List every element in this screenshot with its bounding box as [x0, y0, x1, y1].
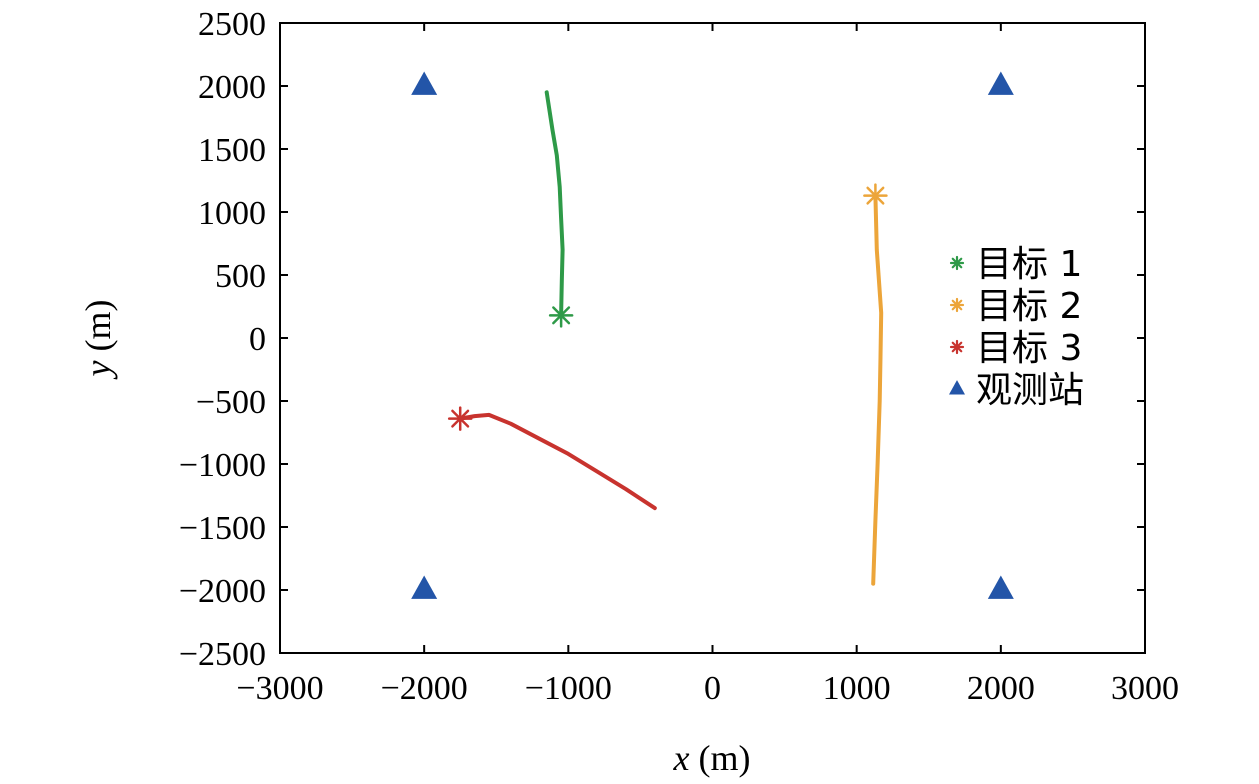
- x-tick-label: 1000: [823, 670, 891, 707]
- x-tick-label: −1000: [525, 670, 612, 707]
- x-axis-var: x: [673, 738, 690, 778]
- legend-item-4: 观测站: [949, 370, 1084, 411]
- legend-marker: [949, 339, 965, 355]
- y-tick-label: −500: [196, 384, 266, 421]
- axis-ticks: [279, 22, 1146, 654]
- series-lines: [458, 90, 884, 586]
- legend-marker: [949, 380, 965, 395]
- y-tick-label: 500: [215, 258, 266, 295]
- x-tick-label: 0: [704, 670, 721, 707]
- legend-label: 观测站: [976, 370, 1084, 411]
- legend-marker: [949, 297, 965, 313]
- y-tick-label: 0: [249, 321, 266, 358]
- legend-label: 目标 2: [976, 286, 1082, 327]
- x-tick-label: −3000: [236, 670, 323, 707]
- tick-labels: −3000 −2000 −1000 0 1000 2000 3000 −2500 −2000 −1…: [179, 6, 1179, 707]
- x-tick-label: −2000: [381, 670, 468, 707]
- x-axis-unit: (m): [690, 738, 751, 778]
- legend-item-3: 目标 3: [949, 328, 1082, 369]
- legend-item-1: 目标 1: [949, 244, 1082, 285]
- y-axis-title: y (m): [78, 300, 118, 380]
- start-marker-target-1: [548, 303, 574, 328]
- y-tick-label: −1500: [179, 510, 266, 547]
- series-line-target-2: [871, 193, 884, 586]
- legend-label: 目标 1: [976, 244, 1082, 285]
- x-tick-label: 3000: [1111, 670, 1179, 707]
- station-marker-4: [987, 575, 1014, 599]
- y-tick-label: 1000: [198, 195, 266, 232]
- station-marker-3: [411, 575, 438, 599]
- y-axis-var: y: [78, 360, 118, 379]
- y-tick-label: −2000: [179, 573, 266, 610]
- y-tick-label: 2000: [198, 69, 266, 106]
- y-axis-unit: (m): [78, 300, 118, 361]
- start-marker-target-3: [447, 406, 473, 431]
- start-marker-target-2: [863, 183, 888, 208]
- station-marker-2: [987, 71, 1014, 95]
- series-line-target-1: [544, 90, 565, 318]
- legend-marker: [949, 255, 965, 271]
- x-axis-title: x (m): [673, 738, 751, 778]
- y-tick-label: −1000: [179, 447, 266, 484]
- legend-item-2: 目标 2: [949, 286, 1082, 327]
- x-tick-label: 2000: [967, 670, 1035, 707]
- legend-label: 目标 3: [976, 328, 1082, 369]
- y-tick-label: −2500: [179, 636, 266, 673]
- markers: [411, 71, 1014, 599]
- y-tick-label: 2500: [198, 6, 266, 43]
- station-marker-1: [411, 71, 438, 95]
- series-line-target-3: [458, 412, 657, 511]
- y-tick-label: 1500: [198, 132, 266, 169]
